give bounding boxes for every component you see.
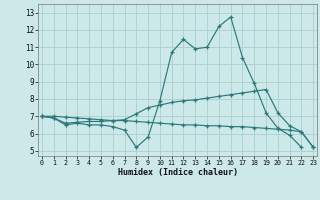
X-axis label: Humidex (Indice chaleur): Humidex (Indice chaleur) — [118, 168, 238, 177]
